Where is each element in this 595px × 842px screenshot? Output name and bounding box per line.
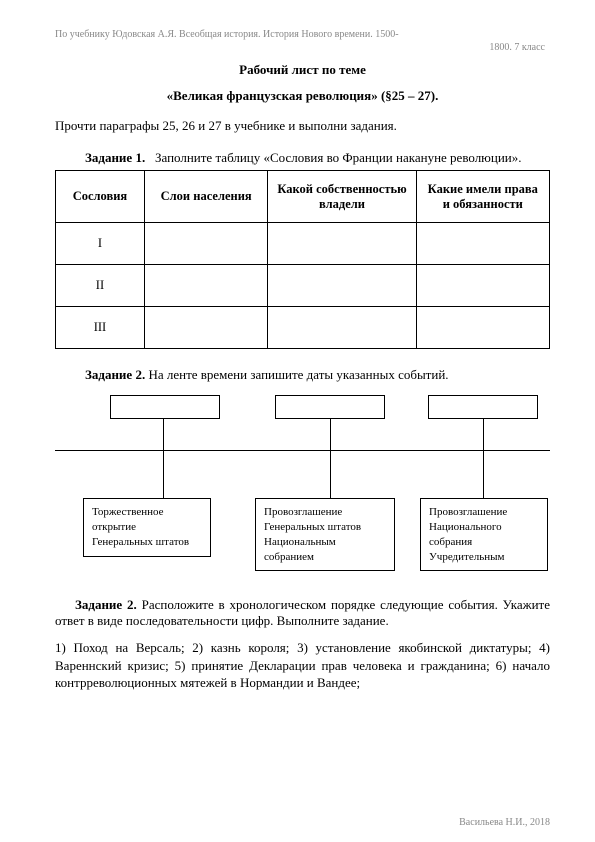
- timeline-tick: [330, 419, 331, 498]
- timeline-tick: [163, 419, 164, 498]
- task1-text: Заполните таблицу «Сословия во Франции н…: [145, 150, 521, 165]
- label-line: Провозглашение: [264, 505, 386, 520]
- event-label-box: Провозглашение Национального собрания Уч…: [420, 498, 548, 571]
- col-header: Какой собственностью владели: [268, 171, 416, 223]
- cell-input[interactable]: [416, 307, 549, 349]
- date-input-box[interactable]: [275, 395, 385, 419]
- table-row: III: [56, 307, 550, 349]
- cell-input[interactable]: [268, 307, 416, 349]
- label-line: Генеральных штатов: [92, 535, 202, 550]
- footer-credit: Васильева Н.И., 2018: [459, 817, 550, 828]
- col-header: Какие имели права и обязанности: [416, 171, 549, 223]
- task2a-text: На ленте времени запишите даты указанных…: [145, 367, 448, 382]
- table-row: I: [56, 223, 550, 265]
- label-line: собранием: [264, 550, 386, 565]
- event-label-box: Торжественное открытие Генеральных штато…: [83, 498, 211, 557]
- label-line: Провозглашение: [429, 505, 539, 520]
- row-label: III: [56, 307, 145, 349]
- cell-input[interactable]: [144, 265, 268, 307]
- estates-table: Сословия Слои населения Какой собственно…: [55, 170, 550, 349]
- label-line: Генеральных штатов: [264, 520, 386, 535]
- cell-input[interactable]: [268, 223, 416, 265]
- row-label: II: [56, 265, 145, 307]
- task1-label: Задание 1.: [85, 150, 145, 165]
- label-line: собрания: [429, 535, 539, 550]
- task1-title: Задание 1. Заполните таблицу «Сословия в…: [55, 150, 550, 166]
- task2a-label: Задание 2.: [85, 367, 145, 382]
- timeline-tick: [483, 419, 484, 498]
- table-row: II: [56, 265, 550, 307]
- timeline-diagram: Торжественное открытие Генеральных штато…: [55, 395, 550, 585]
- label-line: Национального: [429, 520, 539, 535]
- header-line1: По учебнику Юдовская А.Я. Всеобщая истор…: [55, 28, 550, 41]
- label-line: Учредительным: [429, 550, 539, 565]
- task2b-label: Задание 2.: [75, 597, 137, 612]
- header-note: По учебнику Юдовская А.Я. Всеобщая истор…: [55, 28, 550, 54]
- page-title: Рабочий лист по теме: [55, 62, 550, 78]
- page-subtitle: «Великая французская революция» (§25 – 2…: [55, 88, 550, 104]
- label-line: открытие: [92, 520, 202, 535]
- task2a-title: Задание 2. На ленте времени запишите дат…: [55, 367, 550, 383]
- cell-input[interactable]: [144, 223, 268, 265]
- cell-input[interactable]: [416, 223, 549, 265]
- date-input-box[interactable]: [428, 395, 538, 419]
- events-list: 1) Поход на Версаль; 2) казнь короля; 3)…: [55, 639, 550, 692]
- instruction: Прочти параграфы 25, 26 и 27 в учебнике …: [55, 118, 550, 134]
- label-line: Национальным: [264, 535, 386, 550]
- col-header: Сословия: [56, 171, 145, 223]
- table-header-row: Сословия Слои населения Какой собственно…: [56, 171, 550, 223]
- event-label-box: Провозглашение Генеральных штатов Национ…: [255, 498, 395, 571]
- col-header: Слои населения: [144, 171, 268, 223]
- task2b-title: Задание 2. Расположите в хронологическом…: [55, 597, 550, 629]
- date-input-box[interactable]: [110, 395, 220, 419]
- label-line: Торжественное: [92, 505, 202, 520]
- cell-input[interactable]: [144, 307, 268, 349]
- cell-input[interactable]: [268, 265, 416, 307]
- header-line2: 1800. 7 класс: [55, 41, 550, 54]
- row-label: I: [56, 223, 145, 265]
- timeline-line: [55, 450, 550, 451]
- cell-input[interactable]: [416, 265, 549, 307]
